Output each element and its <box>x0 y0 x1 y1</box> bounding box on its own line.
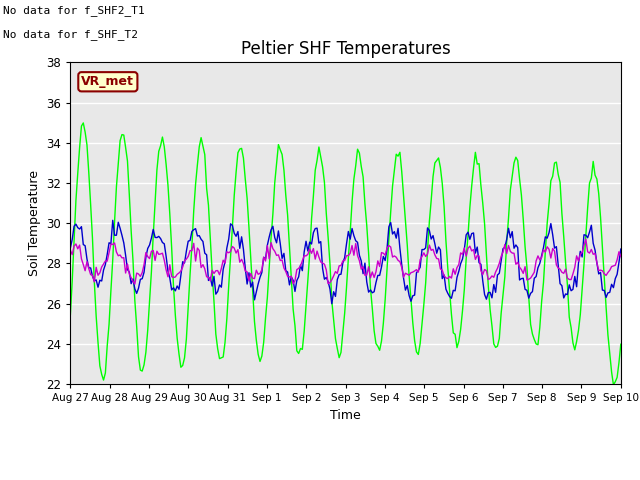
pSHF_T5 <box>396 259 404 264</box>
pSHF_T5 <box>394 257 402 263</box>
Line: pSHF_T5: pSHF_T5 <box>70 239 621 284</box>
pSHF_T4 <box>617 246 625 252</box>
pSHF_T3 <box>394 153 402 159</box>
X-axis label: Time: Time <box>330 408 361 421</box>
Text: No data for f_SHF_T2: No data for f_SHF_T2 <box>3 29 138 40</box>
pSHF_T4 <box>68 236 76 242</box>
pSHF_T5 <box>67 247 74 253</box>
pSHF_T4 <box>407 299 415 304</box>
pSHF_T5 <box>582 236 589 242</box>
Title: Peltier SHF Temperatures: Peltier SHF Temperatures <box>241 40 451 58</box>
pSHF_T4 <box>67 245 74 251</box>
pSHF_T4 <box>396 245 404 251</box>
pSHF_T5 <box>567 277 575 283</box>
pSHF_T4 <box>109 217 116 223</box>
pSHF_T4 <box>534 265 542 271</box>
pSHF_T4 <box>328 301 335 307</box>
pSHF_T3 <box>67 312 74 317</box>
pSHF_T3 <box>79 120 87 126</box>
pSHF_T3 <box>532 341 540 347</box>
pSHF_T3 <box>609 382 617 388</box>
pSHF_T3 <box>396 149 404 155</box>
pSHF_T5 <box>68 252 76 257</box>
Y-axis label: Soil Temperature: Soil Temperature <box>28 170 41 276</box>
pSHF_T5 <box>405 272 413 278</box>
Line: pSHF_T3: pSHF_T3 <box>70 123 621 385</box>
Text: No data for f_SHF2_T1: No data for f_SHF2_T1 <box>3 5 145 16</box>
pSHF_T3 <box>405 273 413 279</box>
pSHF_T4 <box>569 287 577 292</box>
pSHF_T3 <box>68 277 76 283</box>
pSHF_T3 <box>567 325 575 331</box>
pSHF_T5 <box>532 258 540 264</box>
pSHF_T4 <box>398 262 406 267</box>
Line: pSHF_T4: pSHF_T4 <box>70 220 621 304</box>
pSHF_T5 <box>617 254 625 260</box>
Text: VR_met: VR_met <box>81 75 134 88</box>
pSHF_T5 <box>131 281 139 287</box>
pSHF_T3 <box>617 341 625 347</box>
